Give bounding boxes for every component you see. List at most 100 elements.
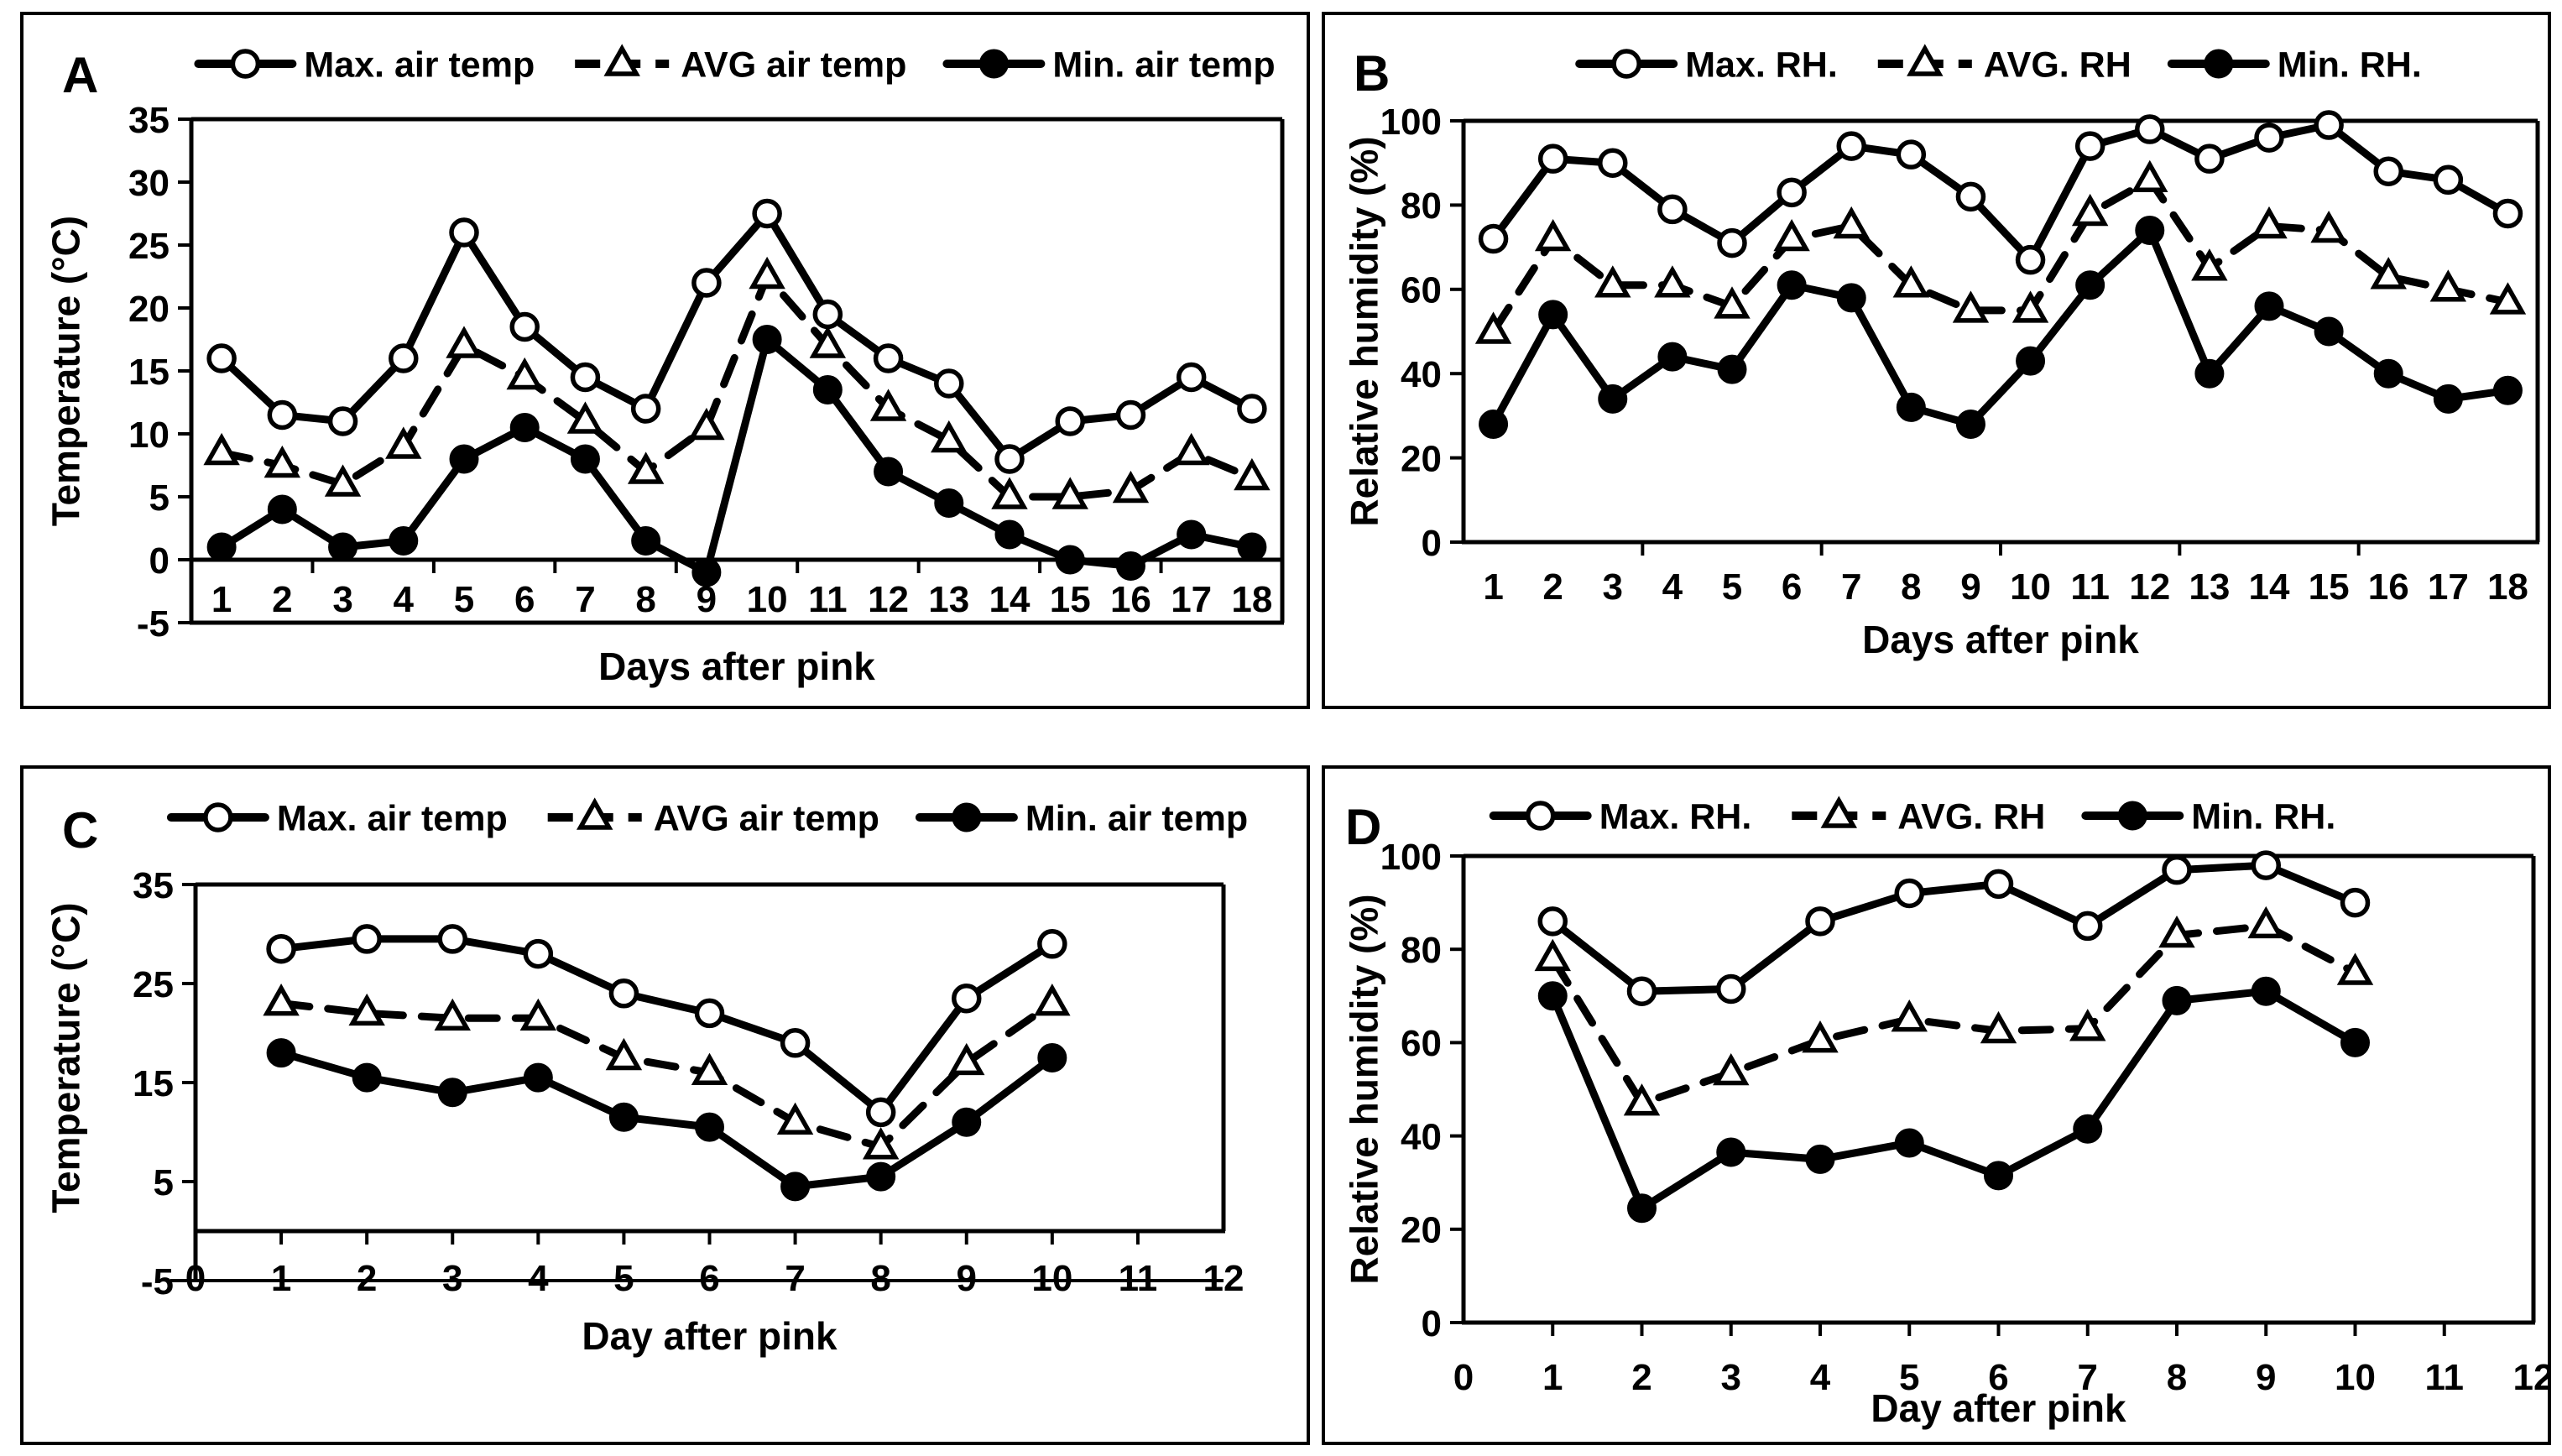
x-tick-label: 14 <box>2249 566 2290 608</box>
legend-item-max-rh: Max. RH. <box>1575 44 1838 85</box>
point-max-rh-x5 <box>1894 878 1924 909</box>
plot-frame <box>1461 118 2540 545</box>
point-min-rh-x14 <box>2254 291 2284 321</box>
panel-c: 35 25 15 5 -5 0 1 2 3 4 5 6 7 8 9 10 11 12 Day after pink T… <box>20 765 1310 1445</box>
x-tick-label: 4 <box>394 579 415 620</box>
series-line-max-rh <box>1548 861 2359 995</box>
legend-item-avg-air-temp: AVG air temp <box>575 44 906 85</box>
point-avg-rh-x2 <box>1623 1083 1661 1116</box>
point-min-rh-x7 <box>2073 1114 2103 1144</box>
series-markers-max-rh <box>1537 850 2371 1006</box>
x-axis-title: Day after pink <box>582 1314 837 1358</box>
legend-marker-filled-circle <box>952 802 982 832</box>
point-max-rh-x7 <box>2073 911 2103 942</box>
point-min-air-temp-x7 <box>570 444 600 474</box>
series-line-min-rh <box>1490 227 2512 428</box>
point-min-rh-x7 <box>1836 283 1866 313</box>
y-axis: 100 80 60 40 20 0 <box>1380 102 1464 564</box>
x-tick-label: 6 <box>1782 566 1802 608</box>
x-tick-label: 7 <box>1841 566 1861 608</box>
point-avg-rh-x7 <box>2069 1009 2106 1041</box>
point-avg-rh-x8 <box>2158 915 2195 948</box>
point-avg-rh-x13 <box>2191 248 2228 281</box>
x-tick-label: 9 <box>2256 1357 2276 1398</box>
point-max-rh-x3 <box>1598 148 1628 178</box>
panel-letter: A <box>62 47 98 103</box>
legend-item-max-air-temp: Max. air temp <box>166 798 508 838</box>
x-axis: 1 2 3 4 5 6 7 8 9 10 11 12 13 14 15 16 17 18 <box>1483 542 2528 608</box>
x-tick-label: 6 <box>1988 1357 2008 1398</box>
point-avg-rh-x3 <box>1594 265 1631 298</box>
legend-item-avg-rh: AVG. RH <box>1877 44 2132 85</box>
legend: Max. air temp AVG air temp Min. air temp <box>194 44 1276 85</box>
x-tick-label: 16 <box>1110 579 1151 620</box>
x-tick-label: 3 <box>332 579 352 620</box>
legend-item-avg-rh: AVG. RH <box>1792 796 2045 837</box>
point-min-rh-x8 <box>1896 392 1926 422</box>
point-avg-air-temp-x12 <box>869 389 907 421</box>
x-tick-label: 10 <box>1031 1258 1072 1299</box>
y-tick-label: 100 <box>1380 837 1442 878</box>
x-tick-label: 1 <box>211 579 232 620</box>
point-avg-air-temp-x10 <box>749 256 785 290</box>
series-markers-avg-air-temp <box>203 256 1271 509</box>
point-max-rh-x10 <box>2015 244 2046 275</box>
y-axis-title: Temperature (°C) <box>44 902 88 1213</box>
point-min-air-temp-x17 <box>1177 519 1207 550</box>
point-max-air-temp-x9 <box>691 268 722 298</box>
y-tick-label: 25 <box>133 964 174 1005</box>
legend-label: Max. RH. <box>1685 44 1838 85</box>
series-line-min-air-temp <box>277 1049 1057 1191</box>
y-tick-label: 0 <box>1422 1303 1442 1344</box>
x-tick-label: 2 <box>1631 1357 1651 1398</box>
y-tick-label: 100 <box>1380 102 1442 143</box>
y-tick-label: 30 <box>128 163 170 204</box>
point-max-rh-x17 <box>2433 164 2464 196</box>
point-avg-rh-x8 <box>1892 265 1930 298</box>
legend: Max. RH. AVG. RH Min. RH. <box>1575 44 2422 85</box>
point-avg-air-temp-x9 <box>948 1042 985 1076</box>
legend-label: Max. RH. <box>1599 796 1752 837</box>
point-min-air-temp-x5 <box>449 444 479 474</box>
x-tick-label: 12 <box>868 579 909 620</box>
legend-label: AVG. RH <box>1897 796 2045 837</box>
point-max-rh-x4 <box>1657 194 1688 225</box>
point-max-air-temp-x3 <box>327 406 358 436</box>
point-min-rh-x6 <box>1984 1161 2013 1191</box>
x-tick-label: 5 <box>1899 1357 1919 1398</box>
point-avg-rh-x12 <box>2132 159 2168 193</box>
point-avg-air-temp-x4 <box>385 426 422 459</box>
series-line-avg-rh <box>1490 175 2512 336</box>
x-tick-label: 11 <box>808 579 848 620</box>
x-tick-label: 4 <box>1810 1357 1831 1398</box>
point-avg-air-temp-x3 <box>434 998 471 1031</box>
point-avg-rh-x9 <box>2247 905 2284 939</box>
point-max-air-temp-x10 <box>752 198 782 229</box>
point-avg-rh-x5 <box>1714 286 1751 319</box>
legend-item-max-rh: Max. RH. <box>1489 796 1752 837</box>
point-min-rh-x8 <box>2162 985 2192 1015</box>
x-tick-label: 13 <box>2189 566 2230 608</box>
point-avg-air-temp-x18 <box>1234 457 1271 491</box>
x-tick-label: 9 <box>957 1258 977 1299</box>
point-min-air-temp-x2 <box>352 1062 382 1093</box>
y-tick-label: 40 <box>1401 354 1442 395</box>
point-max-air-temp-x16 <box>1115 399 1146 431</box>
legend-marker-open-triangle <box>1820 796 1858 828</box>
point-min-air-temp-x1 <box>266 1038 296 1068</box>
panel-a: 35 30 25 20 15 10 5 0 -5 1 2 3 4 5 6 7 8 9 10 11 12 13 14 15 16 1… <box>20 12 1310 709</box>
legend: Max. air temp AVG air temp Min. air temp <box>166 797 1248 838</box>
point-avg-rh-x18 <box>2489 282 2527 315</box>
x-tick-label: 15 <box>1050 579 1091 620</box>
y-axis: 35 30 25 20 15 10 5 0 -5 <box>128 100 191 645</box>
point-max-air-temp-x13 <box>934 368 964 399</box>
y-tick-label: 15 <box>128 352 170 393</box>
point-max-air-temp-x8 <box>865 1097 896 1128</box>
point-avg-air-temp-x9 <box>688 407 725 441</box>
x-tick-label: 8 <box>2167 1357 2187 1398</box>
legend-marker-filled-circle <box>978 49 1009 79</box>
point-avg-rh-x17 <box>2429 269 2467 302</box>
point-max-air-temp-x17 <box>1176 362 1207 393</box>
point-avg-air-temp-x1 <box>203 432 240 466</box>
